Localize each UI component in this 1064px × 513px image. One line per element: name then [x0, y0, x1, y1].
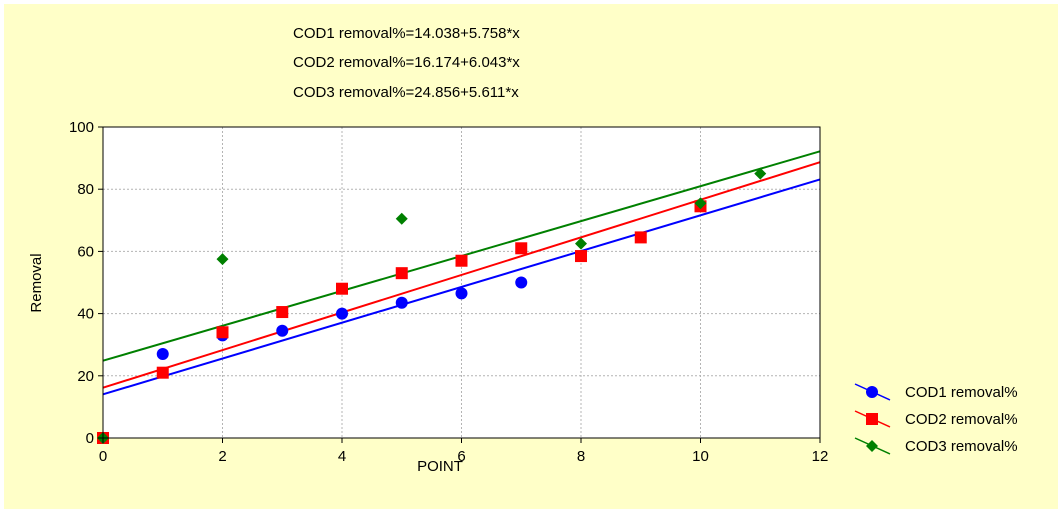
regression-equations: COD1 removal%=14.038+5.758*x COD2 remova… — [293, 25, 520, 101]
equation-cod3: COD3 removal%=24.856+5.611*x — [293, 84, 519, 101]
point-series-2 — [455, 254, 468, 267]
y-tick-label: 40 — [77, 306, 94, 323]
y-tick-label: 100 — [69, 119, 94, 136]
legend-label: COD1 removal% — [905, 384, 1018, 401]
x-tick-label: 4 — [338, 448, 346, 465]
grid-lines — [103, 127, 820, 438]
legend-marker — [866, 413, 878, 425]
legend-label: COD3 removal% — [905, 438, 1018, 455]
x-tick-label: 8 — [577, 448, 585, 465]
x-axis-label: POINT — [417, 458, 463, 475]
equation-cod1: COD1 removal%=14.038+5.758*x — [293, 25, 520, 42]
point-series-1 — [276, 324, 289, 337]
x-tick-label: 6 — [457, 448, 465, 465]
plot-area — [102, 126, 821, 439]
point-series-3 — [754, 167, 767, 180]
legend-marker — [866, 440, 878, 452]
point-series-2 — [156, 366, 169, 379]
point-series-3 — [216, 253, 229, 266]
y-tick-label: 0 — [86, 430, 94, 447]
y-tick-label: 80 — [77, 181, 94, 198]
legend: COD1 removal% COD2 removal% COD3 removal% — [854, 383, 1018, 455]
y-axis-label: Removal — [28, 253, 45, 312]
point-series-1 — [336, 307, 348, 320]
point-series-2 — [515, 242, 528, 255]
point-series-1 — [515, 276, 528, 289]
point-series-2 — [276, 306, 289, 319]
y-tick-label: 60 — [77, 243, 94, 260]
data-points — [97, 167, 767, 444]
point-series-3 — [694, 197, 707, 210]
x-tick-label: 0 — [99, 448, 107, 465]
point-series-2 — [634, 231, 647, 244]
axes: 0 2 4 6 8 10 12 0 20 40 60 80 100 — [69, 119, 828, 465]
x-tick-label: 12 — [812, 448, 829, 465]
point-series-2 — [395, 267, 408, 280]
equation-cod2: COD2 removal%=16.174+6.043*x — [293, 54, 520, 71]
point-series-3 — [395, 212, 408, 225]
point-series-2 — [575, 250, 587, 263]
legend-marker — [866, 386, 878, 398]
point-series-2 — [216, 326, 229, 339]
point-series-1 — [395, 296, 408, 309]
y-tick-label: 20 — [77, 368, 94, 385]
point-series-1 — [156, 348, 169, 361]
fit-line-series-1 — [102, 178, 821, 396]
legend-label: COD2 removal% — [905, 411, 1018, 428]
x-tick-label: 2 — [218, 448, 226, 465]
point-series-2 — [336, 282, 348, 295]
point-series-1 — [455, 287, 468, 300]
x-tick-label: 10 — [692, 448, 709, 465]
point-series-3 — [575, 237, 587, 250]
